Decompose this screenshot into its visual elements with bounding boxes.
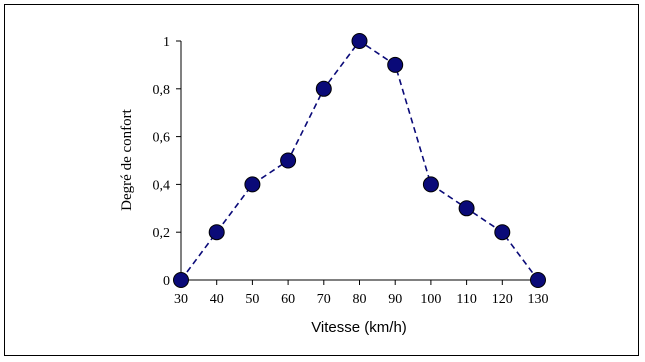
data-point bbox=[422, 176, 439, 193]
data-point bbox=[387, 56, 404, 73]
series-line bbox=[180, 39, 539, 281]
data-point bbox=[494, 224, 511, 241]
x-tick-label: 100 bbox=[420, 292, 441, 307]
x-tick-label: 30 bbox=[174, 292, 188, 307]
x-tick-label: 70 bbox=[317, 292, 331, 307]
data-point bbox=[173, 272, 189, 288]
y-tick-label: 0,4 bbox=[153, 178, 171, 193]
y-ticks: 0 0,2 0,4 0,6 0,8 1 bbox=[153, 35, 181, 289]
x-tick-label: 130 bbox=[528, 292, 549, 307]
data-point bbox=[244, 176, 261, 193]
x-tick-label: 110 bbox=[456, 292, 476, 307]
y-tick-label: 0,8 bbox=[153, 83, 171, 98]
x-tick-label: 80 bbox=[353, 292, 367, 307]
x-ticks: 30 40 50 60 70 80 90 100 110 120 130 bbox=[174, 280, 549, 307]
chart-frame bbox=[4, 4, 639, 356]
x-tick-label: 120 bbox=[492, 292, 513, 307]
x-tick-label: 60 bbox=[281, 292, 295, 307]
data-point bbox=[458, 200, 475, 217]
y-tick-label: 0,2 bbox=[153, 226, 171, 241]
data-point bbox=[530, 272, 546, 288]
y-tick-label: 0,6 bbox=[153, 131, 171, 146]
data-point bbox=[315, 80, 332, 97]
data-point bbox=[351, 33, 368, 49]
data-point bbox=[208, 224, 225, 241]
x-tick-label: 50 bbox=[245, 292, 259, 307]
y-tick-label: 1 bbox=[163, 35, 170, 50]
x-tick-label: 90 bbox=[388, 292, 402, 307]
data-point bbox=[280, 152, 297, 169]
x-tick-label: 40 bbox=[210, 292, 224, 307]
x-axis-label: Vitesse (km/h) bbox=[311, 319, 407, 336]
axes bbox=[180, 41, 538, 281]
y-tick-label: 0 bbox=[163, 274, 170, 289]
series bbox=[173, 33, 546, 288]
y-axis-label: Degré de confort bbox=[119, 108, 135, 210]
